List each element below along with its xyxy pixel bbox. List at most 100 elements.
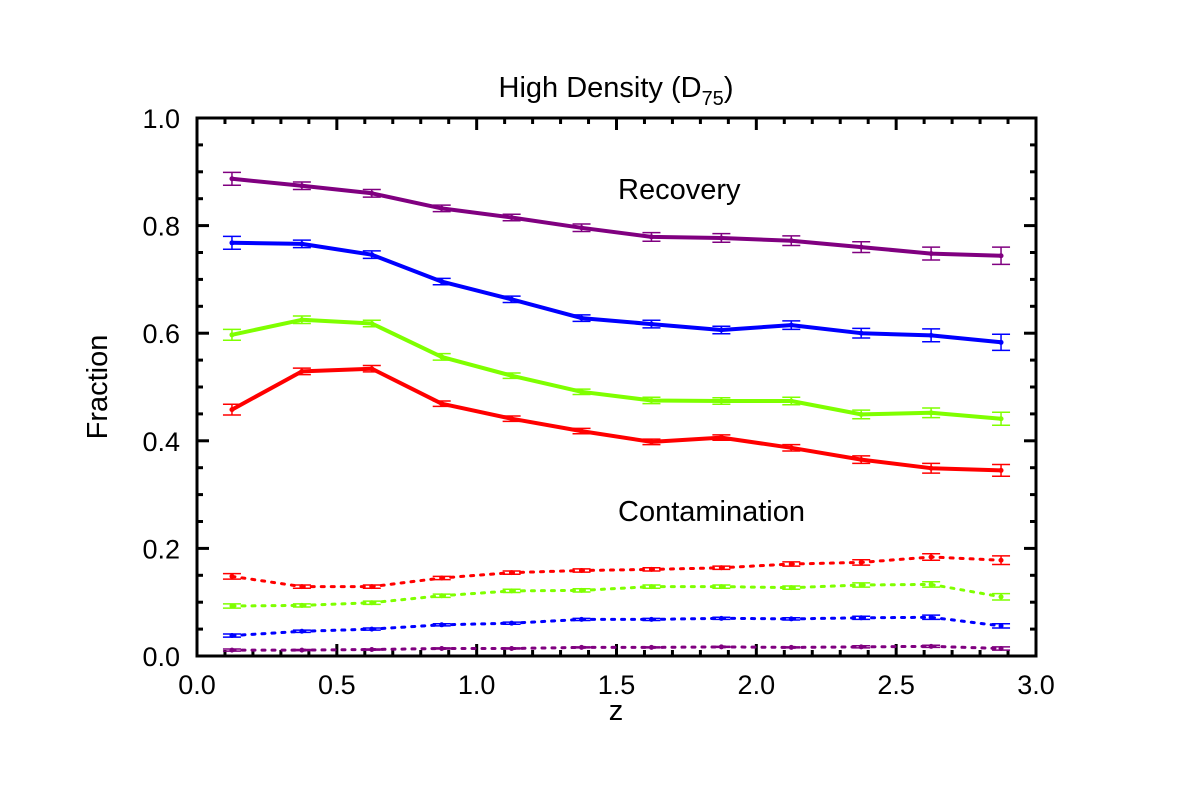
x-tick-label: 2.0 xyxy=(738,670,776,700)
contamination-red-point xyxy=(579,567,585,573)
recovery-green-point xyxy=(928,410,934,416)
contamination-blue-point xyxy=(718,615,724,621)
contamination-purple-line xyxy=(230,644,1003,652)
y-tick-label: 1.0 xyxy=(142,104,180,134)
contamination-purple-point xyxy=(788,644,794,650)
contamination-red-point xyxy=(858,559,864,565)
recovery-purple-point xyxy=(439,205,445,211)
contamination-blue-point xyxy=(579,616,585,622)
contamination-red-point xyxy=(369,584,375,590)
contamination-red-point xyxy=(229,573,235,579)
recovery-annotation: Recovery xyxy=(618,174,741,206)
contamination-annotation: Contamination xyxy=(618,496,805,528)
recovery-blue-point xyxy=(509,296,515,302)
contamination-green-point xyxy=(788,585,794,591)
contamination-blue-point xyxy=(369,626,375,632)
contamination-purple-point xyxy=(229,647,235,653)
recovery-purple-point xyxy=(928,251,934,257)
contamination-blue-line xyxy=(230,615,1003,638)
recovery-purple-point xyxy=(788,238,794,244)
recovery-purple-point xyxy=(858,244,864,250)
contamination-purple-point xyxy=(718,644,724,650)
recovery-blue-point xyxy=(858,330,864,336)
contamination-purple-point xyxy=(369,647,375,653)
contamination-blue-point xyxy=(439,622,445,628)
contamination-red-point xyxy=(439,575,445,581)
y-tick-label: 0.2 xyxy=(142,534,180,564)
recovery-blue-point xyxy=(299,241,305,247)
contamination-blue-point xyxy=(648,616,654,622)
recovery-blue-point xyxy=(998,339,1004,345)
y-tick-label: 0.8 xyxy=(142,212,180,242)
recovery-purple-point xyxy=(509,215,515,221)
recovery-red-point xyxy=(229,407,235,413)
recovery-purple-point xyxy=(648,234,654,240)
recovery-red-line xyxy=(231,366,1002,473)
contamination-red-line xyxy=(230,555,1003,589)
recovery-green-point xyxy=(299,317,305,323)
recovery-purple-point xyxy=(998,253,1004,259)
recovery-purple-point xyxy=(229,176,235,182)
y-tick-label: 0.6 xyxy=(142,319,180,349)
recovery-red-point xyxy=(718,435,724,441)
recovery-green-point xyxy=(788,398,794,404)
x-tick-label: 2.5 xyxy=(877,670,915,700)
y-tick-label: 0.4 xyxy=(142,427,180,457)
contamination-blue-point xyxy=(229,633,235,639)
x-tick-label: 1.0 xyxy=(458,670,496,700)
recovery-purple-point xyxy=(579,225,585,231)
y-tick-label: 0.0 xyxy=(142,642,180,672)
recovery-red-point xyxy=(648,439,654,445)
recovery-green-point xyxy=(229,332,235,338)
recovery-green-point xyxy=(509,373,515,379)
contamination-green-point xyxy=(299,602,305,608)
contamination-blue-point xyxy=(788,616,794,622)
recovery-red-point xyxy=(439,401,445,407)
recovery-red-point xyxy=(858,457,864,463)
contamination-green-point xyxy=(229,603,235,609)
contamination-purple-point xyxy=(299,647,305,653)
recovery-purple-point xyxy=(718,235,724,241)
contamination-red-point xyxy=(299,584,305,590)
contamination-green-point xyxy=(648,584,654,590)
contamination-purple-point xyxy=(928,643,934,649)
recovery-purple-point xyxy=(369,190,375,196)
recovery-green-point xyxy=(998,416,1004,422)
contamination-purple-point xyxy=(858,644,864,650)
contamination-purple-point xyxy=(439,645,445,651)
recovery-blue-point xyxy=(229,240,235,246)
contamination-green-point xyxy=(579,587,585,593)
recovery-green-point xyxy=(648,397,654,403)
recovery-purple-point xyxy=(299,183,305,189)
contamination-red-point xyxy=(509,570,515,576)
contamination-blue-point xyxy=(509,620,515,626)
contamination-red-point xyxy=(998,557,1004,563)
recovery-red-point xyxy=(998,467,1004,473)
recovery-red-point xyxy=(788,445,794,451)
contamination-blue-point xyxy=(928,614,934,620)
recovery-green-point xyxy=(579,389,585,395)
recovery-red-point xyxy=(579,428,585,434)
contamination-purple-point xyxy=(509,645,515,651)
recovery-purple-line xyxy=(231,176,1002,258)
contamination-blue-point xyxy=(299,628,305,634)
recovery-blue-point xyxy=(648,321,654,327)
recovery-blue-point xyxy=(788,322,794,328)
contamination-purple-point xyxy=(648,644,654,650)
recovery-green-point xyxy=(718,398,724,404)
contamination-green-point xyxy=(858,582,864,588)
x-tick-label: 1.5 xyxy=(598,670,636,700)
recovery-blue-point xyxy=(718,327,724,333)
contamination-green-point xyxy=(439,593,445,599)
x-tick-label: 0.0 xyxy=(178,670,216,700)
contamination-blue-point xyxy=(858,615,864,621)
contamination-red-point xyxy=(648,566,654,572)
plot-frame xyxy=(195,116,1038,658)
contamination-red-point xyxy=(928,554,934,560)
contamination-purple-point xyxy=(579,644,585,650)
recovery-green-point xyxy=(369,321,375,327)
contamination-green-point xyxy=(718,584,724,590)
chart-title: High Density (D75) xyxy=(499,72,734,110)
recovery-red-point xyxy=(369,366,375,372)
